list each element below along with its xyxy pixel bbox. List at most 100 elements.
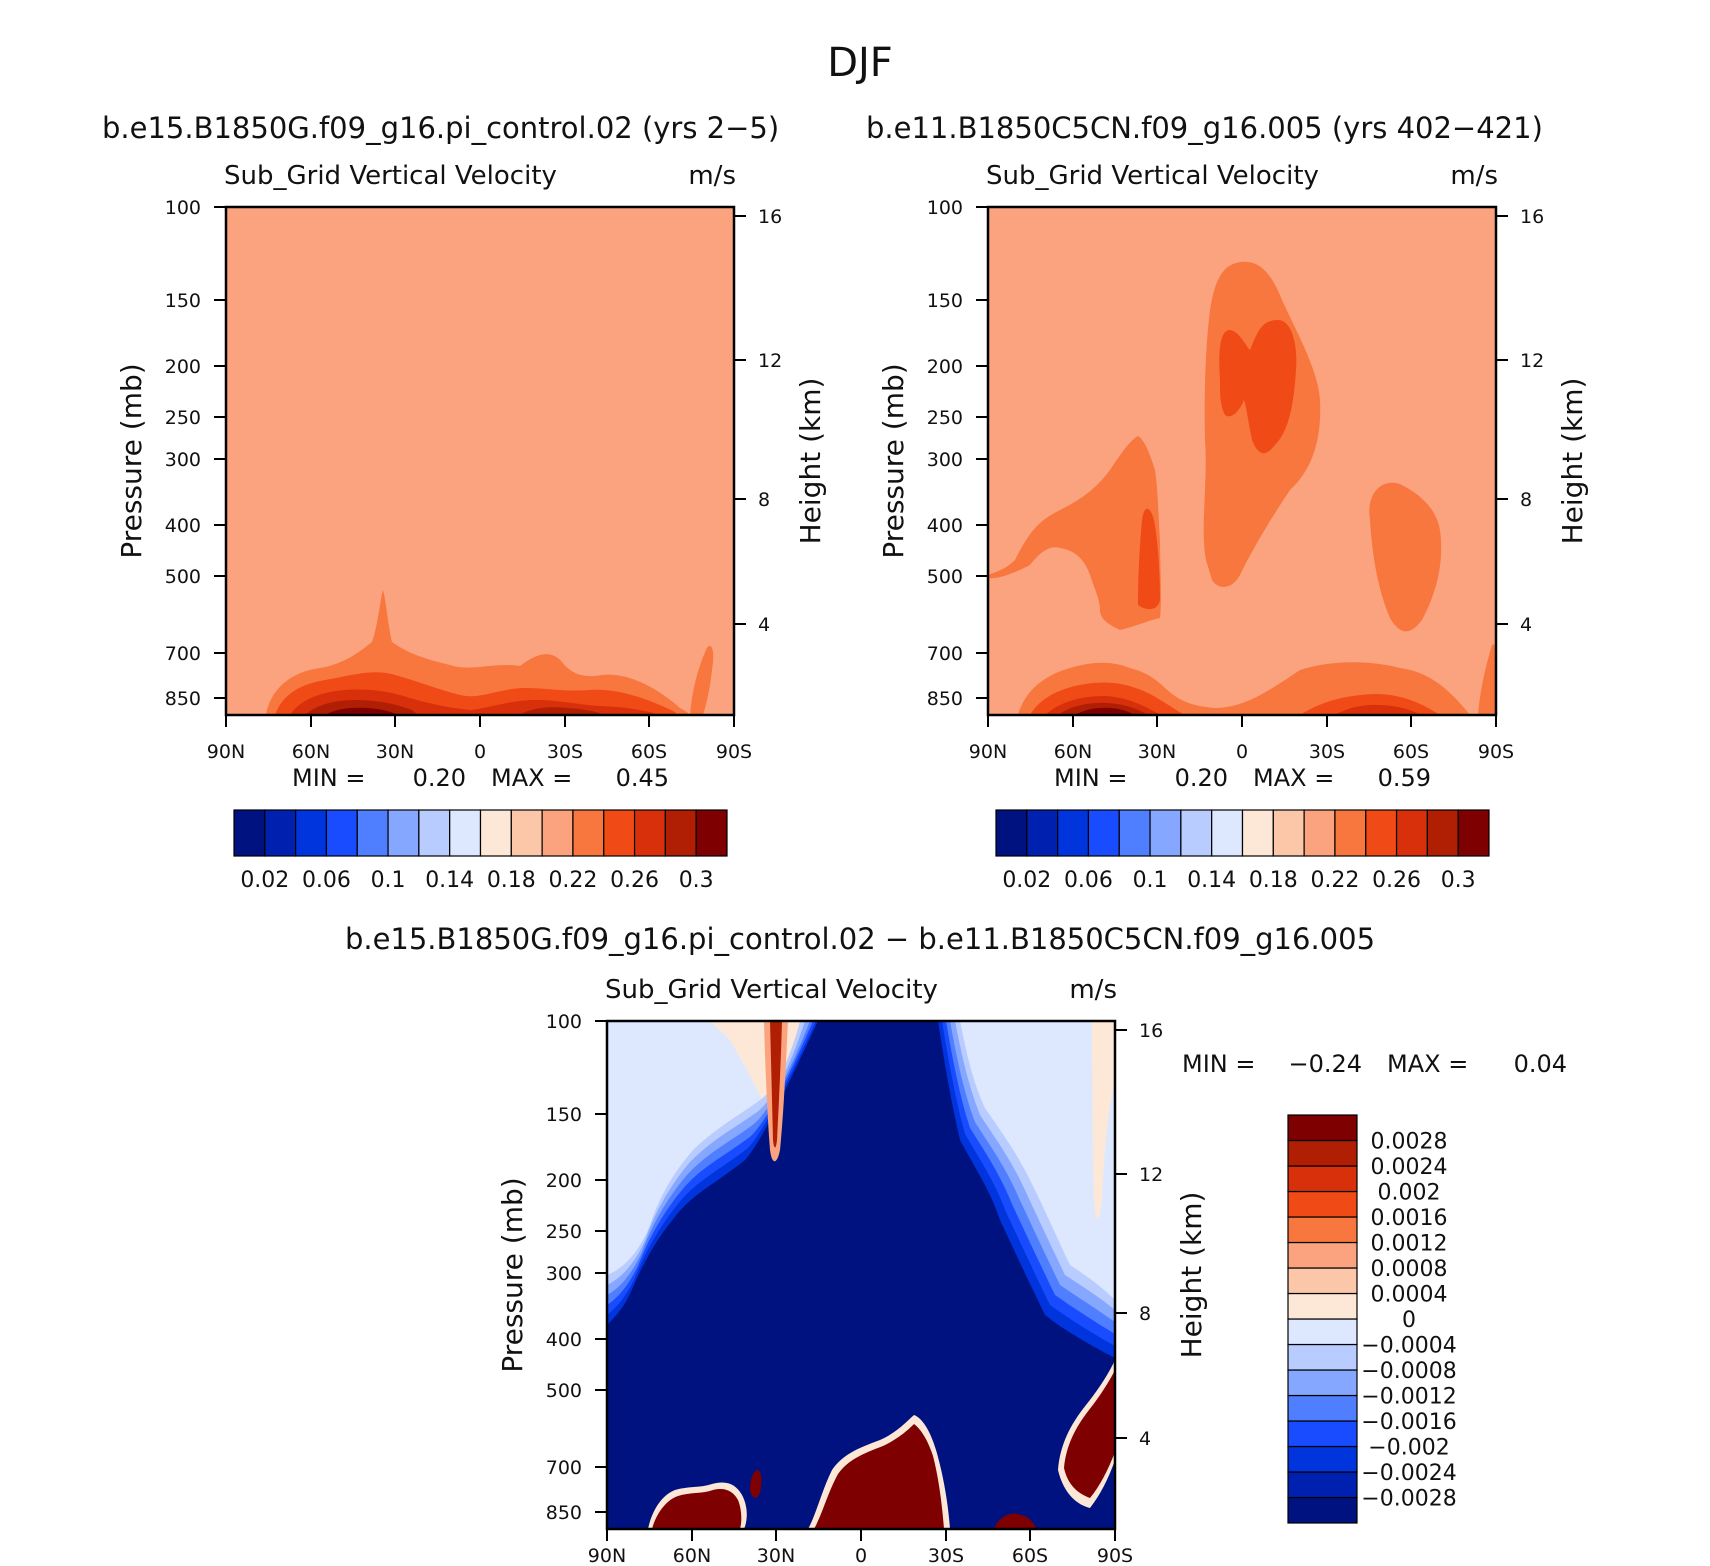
colorbar-swatch (1303, 809, 1336, 857)
x-tick-label: 90N (969, 741, 1007, 763)
colorbar-label: 0.1 (1133, 868, 1168, 893)
x-tick-label: 90S (1478, 741, 1514, 763)
colorbar-swatch (1287, 1318, 1358, 1346)
panel-b-field (988, 207, 1496, 715)
colorbar-swatch (541, 809, 574, 857)
panel-a-y-axis-label: Pressure (mb) (115, 363, 148, 558)
panel-diff-colorbar: 0.00280.00240.0020.00160.00120.00080.000… (1287, 1114, 1457, 1524)
colorbar-swatch (1211, 809, 1244, 857)
colorbar-label: 0.0024 (1371, 1155, 1448, 1180)
y-tick-label: 250 (165, 407, 201, 429)
y-tick-label: 500 (165, 566, 201, 588)
y-tick-label: 850 (927, 688, 963, 710)
panel-diff-variable-label: Sub_Grid Vertical Velocity (605, 975, 938, 1005)
panel-b-surface-band-5 (1075, 707, 1134, 715)
y-tick-label: 300 (546, 1263, 582, 1285)
colorbar-swatch (325, 809, 358, 857)
panel-a-min-label: MIN = (292, 764, 365, 792)
x-tick-label: 30N (376, 741, 414, 763)
panel-b-max-value: 0.59 (1378, 764, 1431, 792)
colorbar-swatch (572, 809, 605, 857)
y2-tick-label: 16 (1139, 1020, 1163, 1042)
colorbar-swatch (1287, 1114, 1358, 1142)
panel-b-30n-core (1138, 508, 1160, 610)
colorbar-label: 0.002 (1378, 1181, 1441, 1206)
colorbar-swatch (1287, 1165, 1358, 1193)
colorbar-swatch (664, 809, 697, 857)
case-b-title: b.e11.B1850C5CN.f09_g16.005 (yrs 402−421… (866, 111, 1543, 145)
y-tick-label: 850 (546, 1502, 582, 1524)
panel-b-colorbar: 0.02 0.06 0.1 0.14 0.18 0.22 0.26 0.3 (995, 809, 1490, 893)
colorbar-swatch (1287, 1343, 1358, 1371)
y2-tick-label: 16 (1520, 206, 1544, 228)
y2-tick-label: 4 (1520, 614, 1532, 636)
panel-a-max-value: 0.45 (616, 764, 669, 792)
colorbar-label: 0.0004 (1371, 1283, 1448, 1308)
y-tick-label: 400 (546, 1329, 582, 1351)
colorbar-swatch (1365, 809, 1398, 857)
panel-diff-equatorial-positive (814, 1424, 944, 1529)
panel-diff-min-value: −0.24 (1288, 1050, 1362, 1078)
x-tick-label: 90S (716, 741, 752, 763)
colorbar-swatch (510, 809, 543, 857)
panel-b-max-label: MAX = (1253, 764, 1334, 792)
colorbar-swatch (633, 809, 666, 857)
colorbar-label: −0.0004 (1361, 1334, 1456, 1359)
panel-diff-field (607, 1021, 1115, 1529)
colorbar-label: −0.0024 (1361, 1461, 1456, 1486)
y-tick-label: 150 (546, 1104, 582, 1126)
panel-diff-max-label: MAX = (1387, 1050, 1468, 1078)
colorbar-swatch (1287, 1139, 1358, 1167)
y-tick-label: 300 (165, 449, 201, 471)
panel-a: Sub_Grid Vertical Velocity m/s (115, 161, 827, 893)
panel-diff-polar-positive-strip (1092, 1021, 1115, 1219)
panel-diff-x-tick-labels: 90N 60N 30N 0 30S 60S 90S (588, 1545, 1133, 1566)
y-tick-label: 500 (546, 1380, 582, 1402)
panel-a-background-fill (226, 207, 734, 715)
panel-b-variable-label: Sub_Grid Vertical Velocity (986, 161, 1319, 191)
difference-title: b.e15.B1850G.f09_g16.pi_control.02 − b.e… (345, 922, 1375, 956)
y-tick-label: 200 (546, 1170, 582, 1192)
panel-a-units-label: m/s (688, 161, 736, 191)
colorbar-swatch (1057, 809, 1090, 857)
colorbar-swatch (1287, 1420, 1358, 1448)
panel-diff-y2-axis-label: Height (km) (1175, 1192, 1208, 1359)
y-tick-label: 250 (546, 1221, 582, 1243)
y-tick-label: 100 (165, 197, 201, 219)
panel-a-field (226, 207, 734, 715)
colorbar-swatch (1287, 1394, 1358, 1422)
panel-a-y-tick-labels: 100 150 200 250 300 400 500 700 850 (165, 197, 201, 710)
colorbar-label: 0.18 (1249, 868, 1298, 893)
y-tick-label: 700 (927, 643, 963, 665)
panel-b-southern-blob (1369, 482, 1442, 632)
x-tick-label: 30N (757, 1545, 795, 1566)
panel-a-left-ticks (214, 206, 226, 699)
figure-title: DJF (827, 40, 893, 86)
panel-diff-right-ticks (1115, 1029, 1127, 1439)
colorbar-label: −0.0016 (1361, 1410, 1456, 1435)
panel-a-x-tick-labels: 90N 60N 30N 0 30S 60S 90S (207, 741, 752, 763)
y-tick-label: 100 (927, 197, 963, 219)
colorbar-swatch (1087, 809, 1120, 857)
x-tick-label: 30S (928, 1545, 964, 1566)
colorbar-swatch (356, 809, 389, 857)
panel-a-max-label: MAX = (491, 764, 572, 792)
colorbar-label: 0.26 (610, 868, 659, 893)
y-tick-label: 500 (927, 566, 963, 588)
x-tick-label: 0 (474, 741, 486, 763)
colorbar-label: 0.22 (1310, 868, 1359, 893)
colorbar-label: 0.0012 (1371, 1232, 1448, 1257)
x-tick-label: 0 (855, 1545, 867, 1566)
panel-diff-bottom-ticks (606, 1529, 1116, 1541)
x-tick-label: 60N (673, 1545, 711, 1566)
y2-tick-label: 12 (1139, 1164, 1163, 1186)
colorbar-label: 0.3 (1441, 868, 1476, 893)
x-tick-label: 30S (1309, 741, 1345, 763)
y-tick-label: 100 (546, 1011, 582, 1033)
colorbar-swatch (1180, 809, 1213, 857)
panel-diff-min-label: MIN = (1182, 1050, 1255, 1078)
colorbar-swatch (1287, 1216, 1358, 1244)
panel-diff-max-value: 0.04 (1514, 1050, 1567, 1078)
panel-diff-30n-positive-core (770, 1021, 782, 1148)
panel-b-x-tick-labels: 90N 60N 30N 0 30S 60S 90S (969, 741, 1514, 763)
